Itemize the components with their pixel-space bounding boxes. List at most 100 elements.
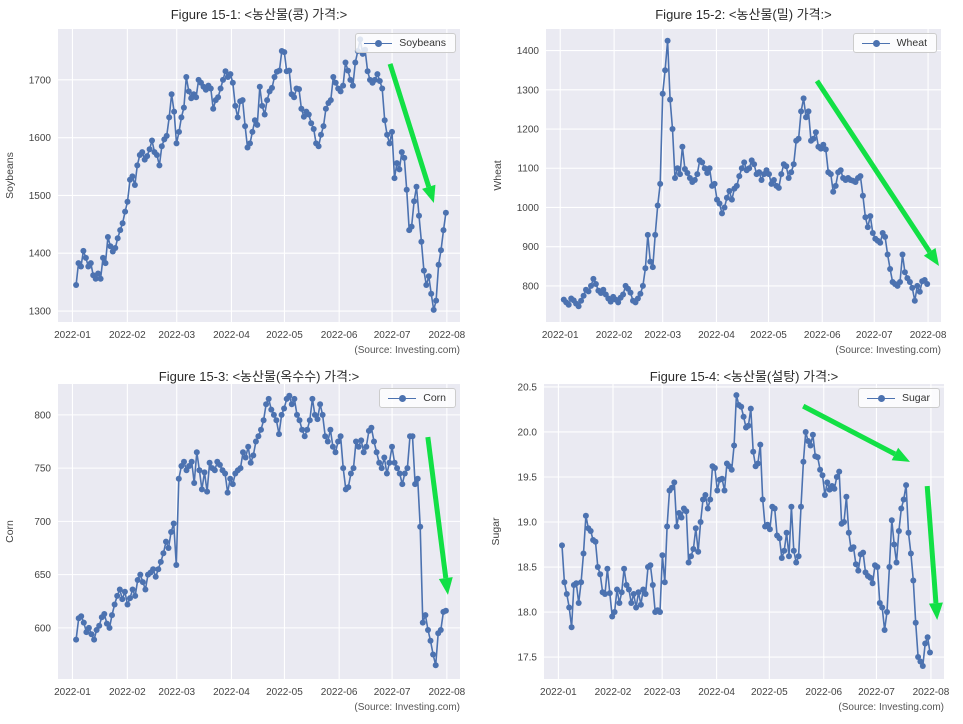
data-point — [733, 182, 740, 189]
data-point — [314, 416, 321, 423]
y-axis-label: Wheat — [492, 160, 504, 190]
data-point — [662, 67, 669, 74]
data-point — [659, 90, 666, 97]
data-point — [895, 528, 902, 534]
y-tick-label: 1300 — [517, 85, 540, 96]
data-point — [149, 137, 155, 144]
data-point — [304, 426, 311, 433]
trend-arrow-shaft — [802, 403, 897, 457]
data-point — [891, 541, 898, 548]
chart-svg: 1300 1400 1500 1600 1700 2022-01 2022-02 2022-0… — [4, 29, 466, 341]
data-point — [594, 564, 601, 570]
data-point — [706, 165, 713, 172]
data-point — [575, 600, 582, 606]
data-point — [900, 496, 907, 503]
data-point — [616, 600, 623, 606]
data-point — [252, 438, 259, 445]
legend-line-marker-icon — [861, 38, 890, 48]
data-point — [568, 624, 575, 631]
data-point — [411, 198, 418, 205]
y-tick-label: 1000 — [517, 203, 540, 214]
data-point — [793, 559, 800, 566]
data-point — [788, 169, 795, 176]
data-point — [80, 619, 87, 626]
data-point — [433, 297, 440, 304]
data-point — [88, 631, 95, 638]
data-point — [117, 227, 124, 234]
data-point — [389, 443, 395, 450]
data-point — [414, 475, 421, 482]
y-tick-label: 1200 — [517, 125, 540, 136]
data-point — [300, 113, 307, 120]
data-point — [819, 472, 826, 479]
data-point — [193, 94, 200, 101]
data-point — [273, 417, 280, 424]
data-point — [578, 579, 585, 586]
data-point — [404, 465, 411, 472]
data-point — [759, 496, 766, 503]
data-point — [358, 437, 365, 444]
y-tick-label: 900 — [522, 242, 539, 253]
data-point — [247, 140, 253, 147]
data-point — [137, 571, 144, 578]
data-point — [699, 159, 706, 166]
data-point — [652, 231, 659, 238]
data-point — [291, 395, 298, 402]
data-point — [927, 649, 933, 656]
data-point — [337, 433, 344, 440]
data-point — [211, 467, 218, 474]
data-point — [193, 449, 200, 456]
data-point — [776, 535, 783, 542]
data-point — [112, 245, 119, 251]
data-point — [364, 68, 371, 75]
data-point — [901, 269, 908, 276]
data-point — [627, 289, 634, 296]
data-point — [649, 264, 656, 271]
y-tick-label: 18.5 — [518, 563, 538, 574]
legend-line-marker-icon — [364, 38, 393, 48]
data-point — [124, 198, 131, 205]
data-point — [695, 548, 702, 555]
data-point — [391, 175, 398, 182]
data-point — [165, 545, 172, 551]
data-point — [416, 212, 422, 219]
data-point — [398, 149, 405, 156]
data-point — [664, 37, 671, 44]
data-point — [657, 180, 664, 187]
data-point — [122, 208, 129, 215]
data-point — [563, 591, 570, 597]
data-point — [621, 565, 628, 572]
y-axis-label: Corn — [4, 520, 16, 543]
data-point — [790, 547, 797, 554]
data-point — [738, 403, 745, 410]
data-point — [371, 76, 378, 83]
data-point — [119, 596, 126, 603]
data-point — [381, 117, 388, 124]
data-point — [750, 448, 757, 455]
legend-label: Corn — [423, 392, 446, 404]
data-point — [882, 233, 889, 240]
data-point — [327, 97, 334, 104]
y-tick-label: 20.0 — [518, 427, 538, 438]
data-point — [786, 553, 792, 560]
data-point — [736, 173, 743, 180]
chart-cell-sugar: Figure 15-4: <농산물(설탕) 가격:> 17.5 18.0 18.5 1… — [481, 362, 962, 724]
data-point — [270, 411, 277, 418]
data-point — [628, 600, 635, 606]
data-point — [721, 487, 728, 494]
x-tick-label: 2022-02 — [595, 687, 632, 698]
data-point — [116, 586, 123, 593]
data-point — [87, 260, 94, 267]
data-point — [191, 480, 198, 486]
x-tick-label: 2022-04 — [698, 687, 735, 698]
data-point — [881, 627, 888, 633]
data-point — [685, 559, 692, 566]
data-point — [803, 114, 809, 121]
data-point — [276, 431, 282, 438]
data-point — [664, 523, 671, 530]
data-point — [809, 431, 816, 438]
data-point — [100, 254, 106, 261]
data-point — [168, 529, 175, 535]
data-point — [396, 166, 403, 173]
data-point — [134, 162, 141, 169]
